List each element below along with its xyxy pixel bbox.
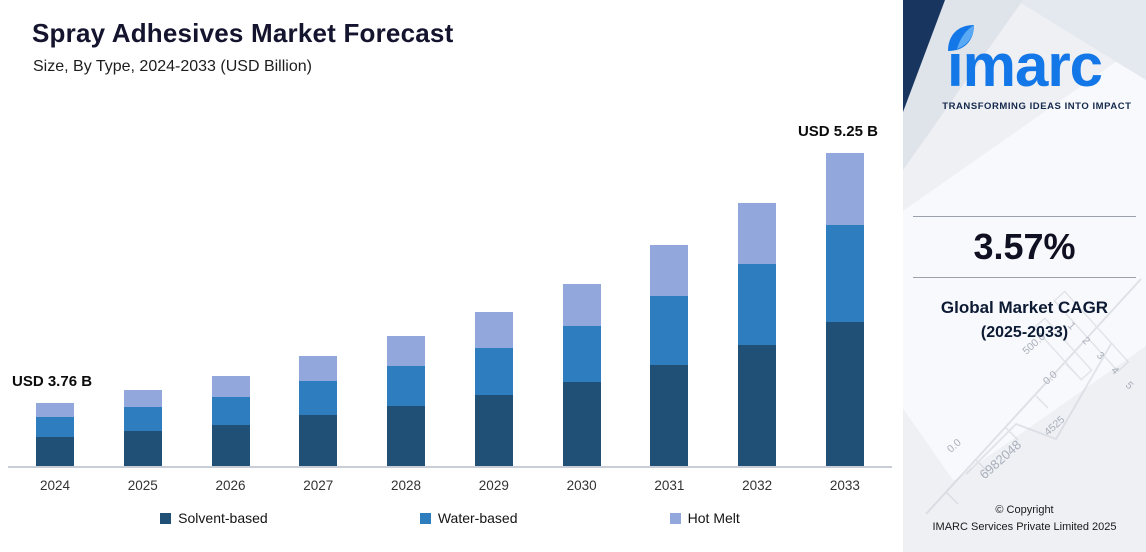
x-axis-label-2024: 2024: [39, 478, 71, 493]
bar-2031: [650, 245, 689, 466]
bar-segment-solvent-based: [387, 406, 426, 466]
bar-segment-solvent-based: [299, 415, 338, 466]
x-axis-label-2025: 2025: [127, 478, 158, 493]
divider-bottom: [913, 277, 1136, 278]
imarc-logo: imarc: [947, 25, 1103, 96]
bar-2032: [738, 203, 777, 466]
cagr-block: 3.57% Global Market CAGR (2025-2033): [903, 216, 1146, 342]
chart-title: Spray Adhesives Market Forecast: [32, 18, 454, 48]
chart-subtitle: Size, By Type, 2024-2033 (USD Billion): [33, 58, 312, 75]
copyright: © Copyright IMARC Services Private Limit…: [903, 502, 1146, 536]
bar-2028: [387, 336, 426, 466]
bar-segment-water-based: [825, 224, 864, 322]
bar-segment-solvent-based: [123, 430, 162, 466]
bar-segment-water-based: [36, 417, 74, 437]
bar-segment-solvent-based: [825, 321, 864, 466]
x-axis-label-2031: 2031: [654, 478, 685, 493]
bar-segment-hot-melt: [474, 312, 513, 348]
x-axis-label-2028: 2028: [391, 478, 422, 493]
legend-item-solvent-based: Solvent-based: [160, 510, 268, 526]
imarc-wordmark: imarc: [946, 32, 1103, 99]
bar-segment-water-based: [562, 325, 601, 383]
bar-segment-water-based: [474, 347, 513, 396]
bar-segment-hot-melt: [36, 403, 74, 418]
annotation-first-year: USD 3.76 B: [12, 373, 93, 390]
x-axis-label-2030: 2030: [566, 478, 597, 493]
cagr-label: Global Market CAGR: [940, 298, 1109, 317]
legend-label: Water-based: [437, 510, 518, 526]
brand-panel: 500.0 0.0 0.0 1 2 3 4 5 4525 6982048 ima…: [903, 0, 1146, 552]
bar-segment-solvent-based: [738, 345, 777, 466]
divider-top: [913, 216, 1136, 217]
bar-2033: [825, 153, 864, 466]
cagr-years: (2025-2033): [980, 324, 1069, 341]
bar-2030: [562, 283, 601, 466]
bar-segment-solvent-based: [211, 424, 250, 466]
legend-swatch: [419, 512, 431, 524]
x-axis-label-2026: 2026: [215, 478, 246, 493]
copyright-line1: © Copyright: [995, 503, 1054, 516]
bar-segment-water-based: [738, 263, 777, 345]
bar-segment-water-based: [123, 407, 162, 431]
bar-segment-hot-melt: [387, 336, 426, 367]
legend-swatch: [160, 512, 172, 524]
bar-2027: [299, 356, 338, 466]
x-axis-label-2029: 2029: [478, 478, 509, 493]
decorative-chart-graphic: [925, 278, 1142, 515]
legend-item-water-based: Water-based: [419, 510, 518, 526]
bar-2024: [36, 403, 74, 466]
imarc-leaf-icon: [947, 25, 974, 51]
chart-area: Spray Adhesives Market Forecast Size, By…: [8, 18, 892, 526]
stacked-bar-plot: USD 3.76 B USD 5.25 B: [8, 121, 892, 468]
annotation-last-year: USD 5.25 B: [797, 123, 878, 140]
legend-label: Hot Melt: [687, 510, 740, 526]
bar-segment-water-based: [387, 366, 426, 407]
legend-item-hot-melt: Hot Melt: [669, 510, 740, 526]
bar-segment-solvent-based: [562, 382, 601, 466]
x-axis-label-2027: 2027: [303, 478, 334, 493]
copyright-line2: IMARC Services Private Limited 2025: [932, 520, 1117, 533]
x-axis-label-2032: 2032: [742, 478, 773, 493]
x-axis-labels: 2024 2025 2026 2027 2028 2029 2030 2031 2032 2033: [8, 478, 892, 493]
bar-segment-hot-melt: [738, 203, 777, 264]
bar-2026: [211, 376, 250, 466]
legend-swatch: [669, 512, 681, 524]
bars-container: [8, 153, 892, 466]
bar-segment-hot-melt: [562, 283, 601, 326]
bar-2029: [474, 312, 513, 466]
bar-segment-hot-melt: [211, 376, 250, 397]
cagr-value: 3.57%: [973, 226, 1076, 267]
bar-segment-hot-melt: [825, 153, 864, 225]
bar-segment-solvent-based: [36, 437, 74, 466]
bar-segment-hot-melt: [299, 356, 338, 382]
bar-segment-hot-melt: [123, 389, 162, 408]
x-axis-label-2033: 2033: [829, 478, 860, 493]
bar-segment-hot-melt: [650, 245, 689, 297]
legend: Solvent-based Water-based Hot Melt: [8, 510, 892, 526]
bar-segment-solvent-based: [650, 364, 689, 466]
legend-label: Solvent-based: [178, 510, 268, 526]
bar-segment-water-based: [299, 381, 338, 416]
imarc-tagline: TRANSFORMING IDEAS INTO IMPACT: [942, 101, 1132, 112]
bar-segment-water-based: [650, 296, 689, 365]
bar-segment-solvent-based: [474, 395, 513, 466]
bar-2025: [123, 389, 162, 466]
bar-segment-water-based: [211, 396, 250, 425]
